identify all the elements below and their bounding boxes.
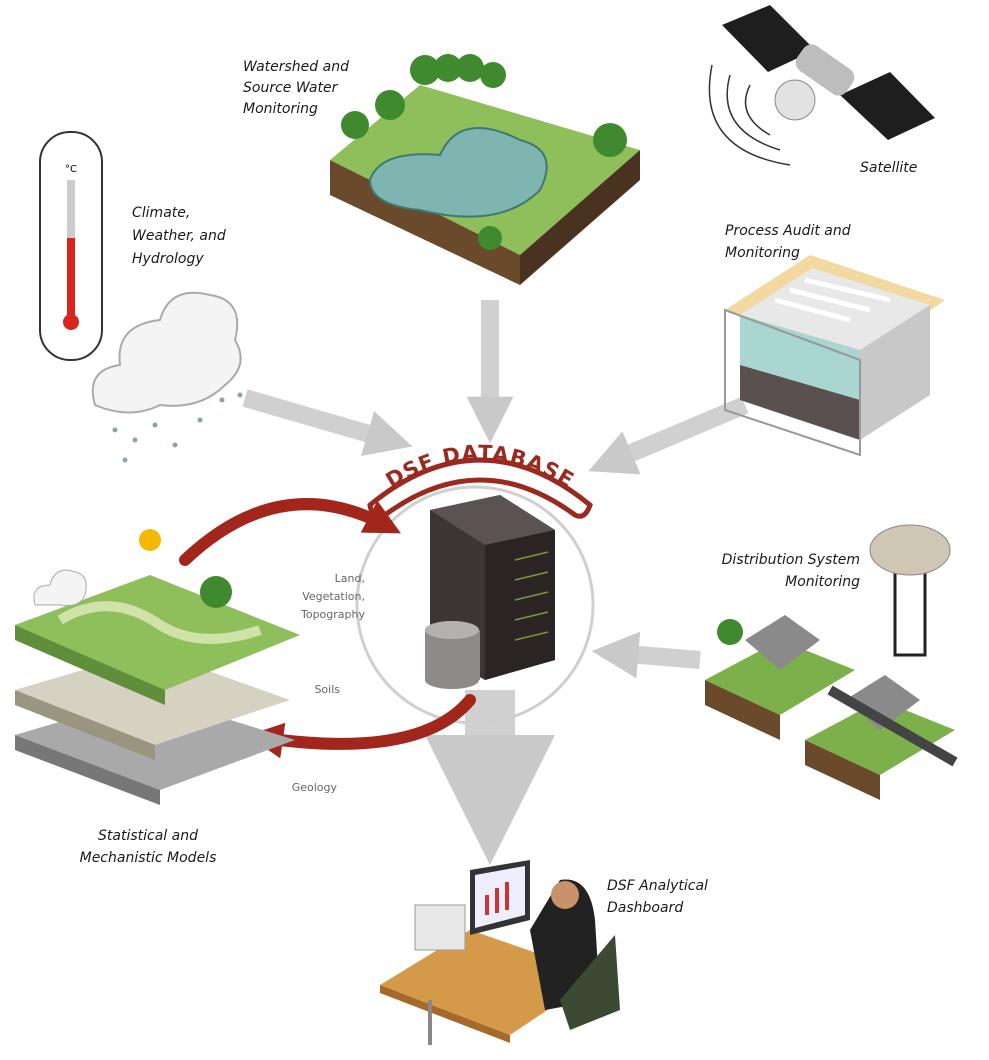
process-label: Process Audit and — [725, 223, 851, 239]
flow-arrows-part — [245, 398, 390, 440]
database-hub-part — [425, 621, 479, 639]
models-illustration-part — [139, 529, 161, 551]
dashboard-illustration-part-part — [485, 895, 489, 915]
climate-illustration-part-part — [153, 423, 158, 428]
climate-illustration-part — [93, 293, 241, 413]
climate-illustration-part-part — [173, 443, 178, 448]
watershed-illustration-part-part — [456, 54, 484, 82]
dashboard-label: Dashboard — [607, 900, 683, 916]
watershed-illustration-part-part — [593, 123, 627, 157]
dashboard-illustration — [380, 860, 620, 1045]
models-illustration-part — [34, 570, 86, 605]
flow-arrows-part — [610, 405, 745, 462]
satellite-illustration-part-part — [727, 75, 780, 150]
flow-arrows-part — [615, 653, 700, 660]
database-hub-part — [425, 671, 479, 689]
dashboard-illustration-part-part — [505, 882, 509, 910]
satellite-illustration — [709, 5, 935, 165]
watershed-illustration — [330, 54, 640, 285]
climate-label: Weather, and — [132, 228, 226, 244]
dashboard-illustration-part — [415, 905, 465, 950]
dashboard-illustration-part — [551, 881, 579, 909]
model-arrows-part — [265, 700, 470, 744]
models-illustration — [15, 529, 300, 805]
layer-label: Soils — [314, 683, 340, 696]
database-hub: DSF DATABASE — [357, 441, 593, 723]
process-label: Monitoring — [725, 245, 800, 261]
models-label: Statistical and — [98, 828, 198, 844]
satellite-label: Satellite — [860, 160, 917, 176]
dashboard-label: DSF Analytical — [607, 878, 708, 894]
watershed-illustration-part-part — [341, 111, 369, 139]
climate-illustration: °C — [40, 132, 243, 463]
layer-label: Land, — [335, 572, 365, 585]
climate-illustration-part-part — [133, 438, 138, 443]
climate-label: Hydrology — [132, 251, 204, 267]
models-label: Mechanistic Models — [80, 850, 217, 866]
climate-illustration-part-part — [123, 458, 128, 463]
model-arrows-part — [185, 504, 385, 560]
distribution-label: Monitoring — [785, 574, 860, 590]
climate-illustration-part-part — [220, 398, 225, 403]
watershed-label: Monitoring — [243, 101, 318, 117]
climate-illustration-part — [63, 314, 79, 330]
dashboard-illustration-part-part — [495, 888, 499, 913]
satellite-illustration-part — [775, 80, 815, 120]
watershed-label: Source Water — [243, 80, 339, 96]
climate-illustration-part-part — [113, 428, 118, 433]
satellite-illustration-part-part — [746, 85, 771, 135]
climate-illustration-part-part — [198, 418, 203, 423]
distribution-illustration-part — [870, 525, 950, 575]
layer-label: Topography — [300, 608, 365, 621]
watershed-label: Watershed and — [243, 59, 349, 75]
satellite-illustration-part — [840, 72, 935, 140]
climate-illustration-part-part — [238, 393, 243, 398]
distribution-illustration-part — [717, 619, 743, 645]
distribution-label: Distribution System — [722, 552, 860, 568]
watershed-illustration-part-part — [478, 226, 502, 250]
diagram: DSF DATABASE Watershed and Source Water … — [0, 0, 989, 1060]
page: DSF DATABASE Watershed and Source Water … — [0, 0, 989, 1060]
process-illustration — [725, 255, 945, 455]
watershed-illustration-part-part — [480, 62, 506, 88]
satellite-illustration-part — [709, 65, 790, 165]
layer-label: Geology — [292, 781, 338, 794]
climate-illustration-part — [67, 238, 75, 320]
layer-label: Vegetation, — [302, 590, 365, 603]
models-illustration-part — [200, 576, 232, 608]
thermometer-unit: °C — [65, 164, 77, 175]
climate-label: Climate, — [132, 205, 190, 221]
watershed-illustration-part-part — [375, 90, 405, 120]
